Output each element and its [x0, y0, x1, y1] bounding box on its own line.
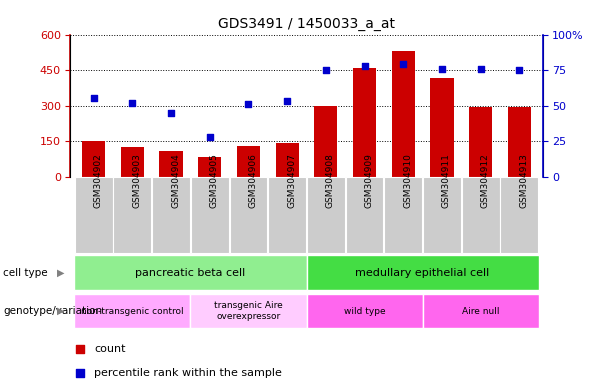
Point — [166, 110, 176, 116]
Bar — [276, 144, 299, 177]
Point — [398, 61, 408, 68]
Bar — [392, 51, 415, 177]
Point — [282, 98, 292, 104]
Bar — [229, 177, 267, 253]
Point — [75, 346, 85, 352]
Text: GSM304911: GSM304911 — [442, 153, 451, 208]
Text: GSM304910: GSM304910 — [403, 153, 412, 208]
Bar — [462, 177, 500, 253]
Bar — [469, 107, 492, 177]
Text: percentile rank within the sample: percentile rank within the sample — [94, 368, 282, 378]
Point — [128, 100, 137, 106]
Point — [476, 66, 485, 72]
Point — [514, 67, 524, 73]
Text: GSM304904: GSM304904 — [171, 153, 180, 208]
Text: GSM304909: GSM304909 — [365, 153, 373, 208]
Text: count: count — [94, 344, 126, 354]
Bar — [430, 78, 454, 177]
Text: GSM304902: GSM304902 — [94, 153, 103, 208]
Text: wild type: wild type — [344, 306, 386, 316]
Bar — [306, 294, 422, 328]
Bar — [508, 107, 531, 177]
Text: GSM304913: GSM304913 — [519, 153, 528, 208]
Bar — [500, 177, 538, 253]
Text: medullary epithelial cell: medullary epithelial cell — [356, 268, 490, 278]
Bar — [74, 294, 191, 328]
Bar — [353, 68, 376, 177]
Text: ▶: ▶ — [57, 306, 64, 316]
Bar — [314, 106, 337, 177]
Point — [243, 101, 253, 107]
Text: Aire null: Aire null — [462, 306, 500, 316]
Bar — [422, 294, 539, 328]
Text: GSM304907: GSM304907 — [287, 153, 296, 208]
Text: cell type: cell type — [3, 268, 48, 278]
Text: ▶: ▶ — [57, 268, 64, 278]
Point — [360, 63, 370, 69]
Bar — [384, 177, 422, 253]
Bar — [346, 177, 384, 253]
Bar — [159, 151, 183, 177]
Point — [89, 96, 99, 102]
Text: GSM304906: GSM304906 — [248, 153, 257, 208]
Text: GSM304908: GSM304908 — [326, 153, 335, 208]
Point — [437, 66, 447, 72]
Text: genotype/variation: genotype/variation — [3, 306, 102, 316]
Title: GDS3491 / 1450033_a_at: GDS3491 / 1450033_a_at — [218, 17, 395, 31]
Bar — [191, 177, 229, 253]
Bar — [74, 255, 306, 290]
Point — [321, 67, 331, 73]
Text: transgenic Aire
overexpressor: transgenic Aire overexpressor — [214, 301, 283, 321]
Bar — [237, 146, 260, 177]
Point — [75, 370, 85, 376]
Point — [205, 134, 215, 140]
Bar — [268, 177, 306, 253]
Text: non-transgenic control: non-transgenic control — [81, 306, 184, 316]
Text: GSM304903: GSM304903 — [132, 153, 142, 208]
Bar — [191, 294, 306, 328]
Bar — [113, 177, 151, 253]
Bar — [307, 177, 345, 253]
Text: pancreatic beta cell: pancreatic beta cell — [135, 268, 246, 278]
Text: GSM304905: GSM304905 — [210, 153, 219, 208]
Bar — [82, 141, 105, 177]
Text: GSM304912: GSM304912 — [481, 153, 490, 208]
Bar — [423, 177, 461, 253]
Bar — [198, 157, 221, 177]
Bar — [121, 147, 144, 177]
Bar — [306, 255, 539, 290]
Bar — [152, 177, 190, 253]
Bar — [75, 177, 113, 253]
